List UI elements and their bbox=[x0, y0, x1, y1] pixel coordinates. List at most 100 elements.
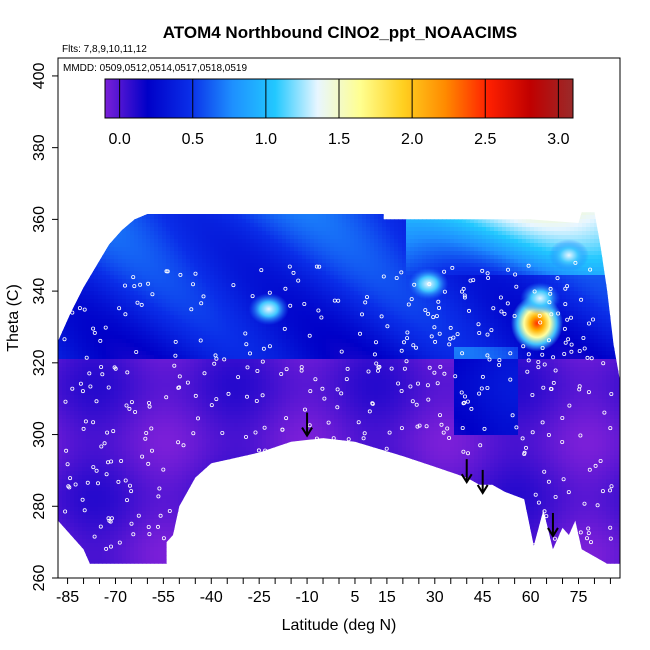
heatmap-cell bbox=[62, 471, 67, 476]
heatmap-cell bbox=[262, 215, 267, 220]
heatmap-cell bbox=[94, 247, 99, 252]
heatmap-cell bbox=[202, 359, 207, 364]
heatmap-cell bbox=[194, 195, 199, 200]
heatmap-cell bbox=[58, 391, 63, 396]
heatmap-cell bbox=[174, 399, 179, 404]
heatmap-cell bbox=[58, 207, 63, 212]
heatmap-cell bbox=[194, 515, 199, 520]
heatmap-cell bbox=[210, 547, 215, 552]
heatmap-cell bbox=[102, 195, 107, 200]
heatmap-cell bbox=[94, 507, 99, 512]
heatmap-cell bbox=[86, 287, 91, 292]
heatmap-cell bbox=[222, 415, 227, 420]
heatmap-cell bbox=[162, 423, 167, 428]
heatmap-cell bbox=[186, 503, 191, 508]
heatmap-cell bbox=[198, 471, 203, 476]
heatmap-cell bbox=[110, 371, 115, 376]
heatmap-cell bbox=[206, 415, 211, 420]
heatmap-cell bbox=[250, 195, 255, 200]
heatmap-cell bbox=[106, 211, 111, 216]
heatmap-cell bbox=[206, 379, 211, 384]
heatmap-cell bbox=[130, 547, 135, 552]
heatmap-cell bbox=[78, 375, 83, 380]
heatmap-cell bbox=[66, 499, 71, 504]
heatmap-cell bbox=[162, 323, 167, 328]
heatmap-cell bbox=[58, 547, 63, 552]
heatmap-cell bbox=[182, 403, 187, 408]
heatmap-cell bbox=[186, 455, 191, 460]
heatmap-cell bbox=[206, 559, 211, 564]
heatmap-cell bbox=[122, 359, 127, 364]
heatmap-cell bbox=[258, 407, 263, 412]
heatmap-cell bbox=[154, 335, 159, 340]
heatmap-cell bbox=[58, 567, 63, 572]
heatmap-cell bbox=[162, 475, 167, 480]
heatmap-cell bbox=[238, 231, 243, 236]
heatmap-cell bbox=[182, 215, 187, 220]
heatmap-cell bbox=[134, 439, 139, 444]
heatmap-cell bbox=[242, 291, 247, 296]
heatmap-cell bbox=[258, 439, 263, 444]
heatmap-cell bbox=[174, 211, 179, 216]
heatmap-cell bbox=[202, 327, 207, 332]
flights-subtitle: Flts: 7,8,9,10,11,12 bbox=[62, 44, 147, 55]
heatmap-cell bbox=[250, 375, 255, 380]
heatmap-cell bbox=[102, 527, 107, 532]
heatmap-cell bbox=[242, 199, 247, 204]
heatmap-cell bbox=[254, 403, 259, 408]
heatmap-cell bbox=[186, 239, 191, 244]
heatmap-cell bbox=[150, 375, 155, 380]
heatmap-cell bbox=[130, 503, 135, 508]
heatmap-cell bbox=[82, 555, 87, 560]
heatmap-cell bbox=[250, 403, 255, 408]
heatmap-cell bbox=[206, 295, 211, 300]
heatmap-cell bbox=[246, 419, 251, 424]
heatmap-cell bbox=[90, 291, 95, 296]
heatmap-cell bbox=[214, 447, 219, 452]
heatmap-cell bbox=[98, 511, 103, 516]
heatmap-cell bbox=[118, 315, 123, 320]
heatmap-cell bbox=[194, 483, 199, 488]
heatmap-cell bbox=[258, 391, 263, 396]
heatmap-cell bbox=[154, 259, 159, 264]
heatmap-cell bbox=[162, 427, 167, 432]
heatmap-cell bbox=[242, 563, 247, 568]
heatmap-cell bbox=[246, 327, 251, 332]
heatmap-cell bbox=[254, 195, 259, 200]
heatmap-cell bbox=[62, 291, 67, 296]
heatmap-cell bbox=[154, 275, 159, 280]
heatmap-cell bbox=[122, 391, 127, 396]
heatmap-cell bbox=[138, 247, 143, 252]
heatmap-cell bbox=[94, 499, 99, 504]
heatmap-cell bbox=[78, 411, 83, 416]
heatmap-cell bbox=[174, 519, 179, 524]
heatmap-cell bbox=[234, 215, 239, 220]
heatmap-cell bbox=[146, 471, 151, 476]
heatmap-cell bbox=[218, 303, 223, 308]
heatmap-cell bbox=[174, 419, 179, 424]
heatmap-cell bbox=[134, 527, 139, 532]
heatmap-cell bbox=[222, 231, 227, 236]
heatmap-cell bbox=[58, 215, 63, 220]
heatmap-cell bbox=[214, 255, 219, 260]
heatmap-cell bbox=[202, 463, 207, 468]
heatmap-cell bbox=[142, 307, 147, 312]
heatmap-cell bbox=[86, 555, 91, 560]
heatmap-cell bbox=[186, 331, 191, 336]
heatmap-cell bbox=[158, 507, 163, 512]
heatmap-cell bbox=[74, 431, 79, 436]
heatmap-cell bbox=[62, 543, 67, 548]
heatmap-cell bbox=[218, 327, 223, 332]
heatmap-cell bbox=[150, 463, 155, 468]
heatmap-cell bbox=[150, 575, 155, 580]
heatmap-cell bbox=[102, 207, 107, 212]
heatmap-cell bbox=[106, 259, 111, 264]
heatmap-cell bbox=[210, 523, 215, 528]
heatmap-cell bbox=[230, 331, 235, 336]
heatmap-cell bbox=[250, 259, 255, 264]
heatmap-cell bbox=[86, 223, 91, 228]
heatmap-cell bbox=[242, 463, 247, 468]
heatmap-cell bbox=[58, 347, 63, 352]
heatmap-cell bbox=[226, 359, 231, 364]
heatmap-cell bbox=[102, 219, 107, 224]
